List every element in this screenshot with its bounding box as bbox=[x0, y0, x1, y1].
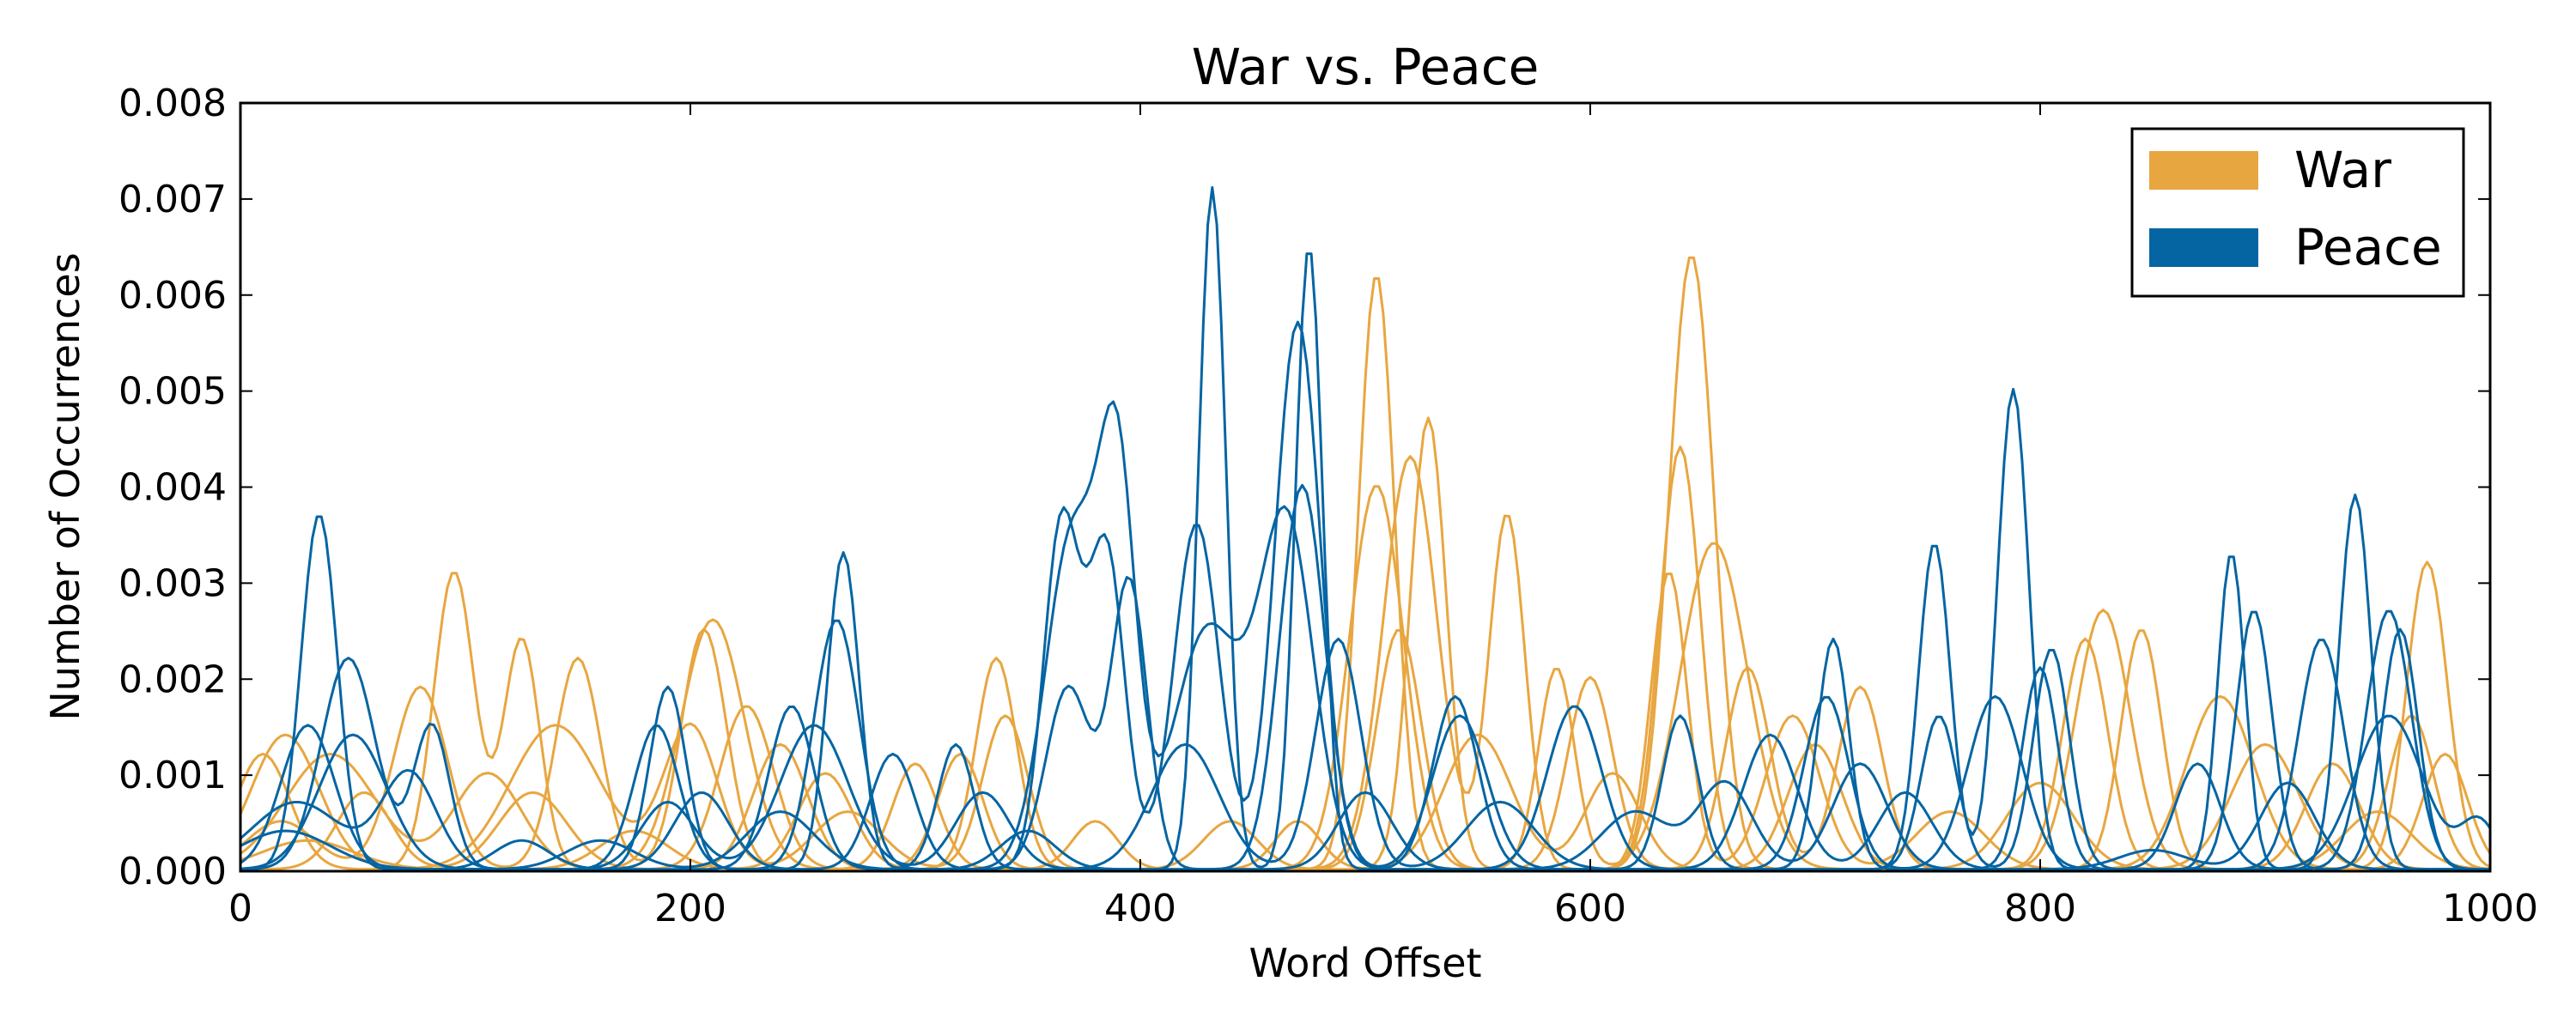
legend-swatch-peace bbox=[2149, 228, 2258, 267]
y-tick-label: 0.007 bbox=[118, 178, 227, 221]
x-tick-label: 400 bbox=[1104, 887, 1176, 930]
series-line-peace-8 bbox=[240, 400, 2490, 871]
series-line-peace-10 bbox=[240, 637, 2492, 871]
x-tick-label: 0 bbox=[228, 887, 252, 930]
y-axis-label: Number of Occurrences bbox=[42, 252, 88, 720]
x-axis-label: Word Offset bbox=[1249, 940, 1481, 986]
x-tick-label: 600 bbox=[1554, 887, 1626, 930]
series-line-war-2 bbox=[239, 485, 2490, 871]
y-tick-label: 0.000 bbox=[118, 850, 227, 894]
y-tick-label: 0.003 bbox=[118, 561, 227, 605]
series-line-war-1 bbox=[240, 445, 2491, 871]
legend-swatch-war bbox=[2149, 151, 2258, 190]
y-tick-label: 0.006 bbox=[118, 274, 227, 318]
legend-box bbox=[2130, 127, 2465, 298]
legend-label-war: War bbox=[2294, 141, 2391, 199]
legend-label-peace: Peace bbox=[2294, 218, 2442, 276]
series-line-peace-11 bbox=[240, 762, 2490, 871]
y-axis: 0.000 0.001 0.002 0.003 0.004 0.005 0.006 0.007… bbox=[118, 82, 2490, 894]
series-line-peace-9 bbox=[240, 483, 2490, 871]
y-tick-label: 0.005 bbox=[118, 370, 227, 414]
x-tick-label: 200 bbox=[654, 887, 726, 930]
x-tick-label: 800 bbox=[2004, 887, 2076, 930]
x-axis: 0 200 400 600 800 1000 bbox=[228, 103, 2538, 930]
series-line-war-0 bbox=[239, 256, 2491, 871]
legend: War Peace bbox=[2130, 127, 2465, 298]
x-tick-label: 1000 bbox=[2442, 887, 2538, 930]
y-tick-label: 0.002 bbox=[118, 657, 227, 701]
plot-lines bbox=[239, 185, 2492, 871]
y-tick-label: 0.008 bbox=[118, 82, 227, 125]
series-line-war-3 bbox=[240, 416, 2492, 871]
chart-title: War vs. Peace bbox=[1192, 38, 1540, 96]
y-tick-label: 0.001 bbox=[118, 754, 227, 797]
y-tick-label: 0.004 bbox=[118, 466, 227, 510]
